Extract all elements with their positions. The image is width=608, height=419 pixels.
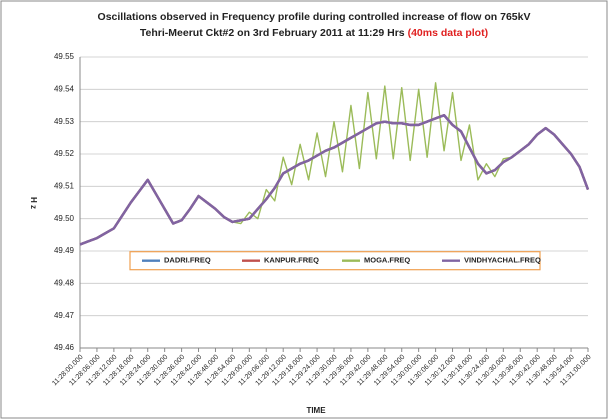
y-tick-label: 49.46	[54, 343, 75, 352]
y-axis-label: H z	[29, 197, 38, 209]
series-line	[79, 113, 590, 246]
legend-box	[129, 251, 541, 271]
y-tick-label: 49.55	[54, 52, 75, 61]
title-line: Tehri-Meerut Ckt#2 on 3rd February 2011 …	[140, 27, 405, 39]
title-note: (40ms data plot)	[408, 27, 489, 39]
chart-title: Tehri-Meerut Ckt#2 on 3rd February 2011 …	[140, 27, 488, 39]
chart-title: Oscillations observed in Frequency profi…	[98, 11, 531, 23]
y-tick-label: 49.50	[54, 214, 75, 223]
y-tick-label: 49.51	[54, 181, 75, 190]
legend-label: VINDHYACHAL.FREQ	[464, 256, 541, 265]
y-tick-label: 49.52	[54, 149, 75, 158]
y-tick-label: 49.54	[54, 84, 75, 93]
y-tick-label: 49.53	[54, 117, 75, 126]
legend-label: MOGA.FREQ	[364, 256, 410, 265]
y-tick-label: 49.49	[54, 246, 75, 255]
legend-label: DADRI.FREQ	[164, 256, 211, 265]
y-tick-label: 49.48	[54, 278, 75, 287]
x-axis-label: TIME	[306, 406, 326, 415]
legend-label: KANPUR.FREQ	[264, 256, 319, 265]
y-tick-label: 49.47	[54, 311, 75, 320]
